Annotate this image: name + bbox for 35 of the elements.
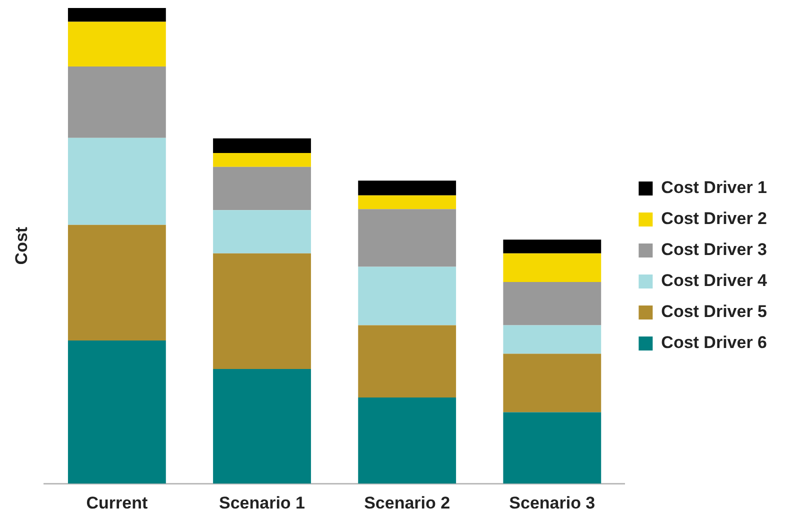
x-tick-label: Scenario 2 <box>364 493 450 512</box>
legend-label: Cost Driver 4 <box>661 271 768 290</box>
x-tick-label: Scenario 3 <box>509 493 596 512</box>
bar <box>503 325 602 354</box>
bar <box>503 412 602 484</box>
bar <box>503 354 602 412</box>
bar <box>213 368 311 484</box>
bar <box>358 195 456 210</box>
bar <box>68 22 166 66</box>
bar <box>213 153 311 167</box>
legend-label: Cost Driver 3 <box>661 240 768 260</box>
bar <box>503 282 602 326</box>
x-tick-label: Scenario 1 <box>219 493 306 512</box>
bar <box>213 210 311 254</box>
bar <box>68 340 166 484</box>
bar <box>68 66 166 138</box>
bar <box>213 253 311 369</box>
bar <box>503 253 602 282</box>
bar <box>68 224 166 340</box>
legend-label: Cost Driver 2 <box>661 209 768 228</box>
y-axis-title: Cost <box>12 226 31 265</box>
bar <box>358 325 456 398</box>
bar <box>213 138 311 154</box>
bar <box>68 138 166 225</box>
bar <box>358 180 456 196</box>
bar <box>503 240 602 254</box>
bar <box>68 8 166 22</box>
legend-label: Cost Driver 1 <box>661 178 768 198</box>
bar <box>358 398 456 484</box>
legend-label: Cost Driver 5 <box>661 302 768 322</box>
x-tick-label: Current <box>86 493 148 512</box>
bar <box>358 266 456 326</box>
bar <box>358 209 456 267</box>
bar <box>213 166 311 210</box>
legend-label: Cost Driver 6 <box>661 333 768 352</box>
